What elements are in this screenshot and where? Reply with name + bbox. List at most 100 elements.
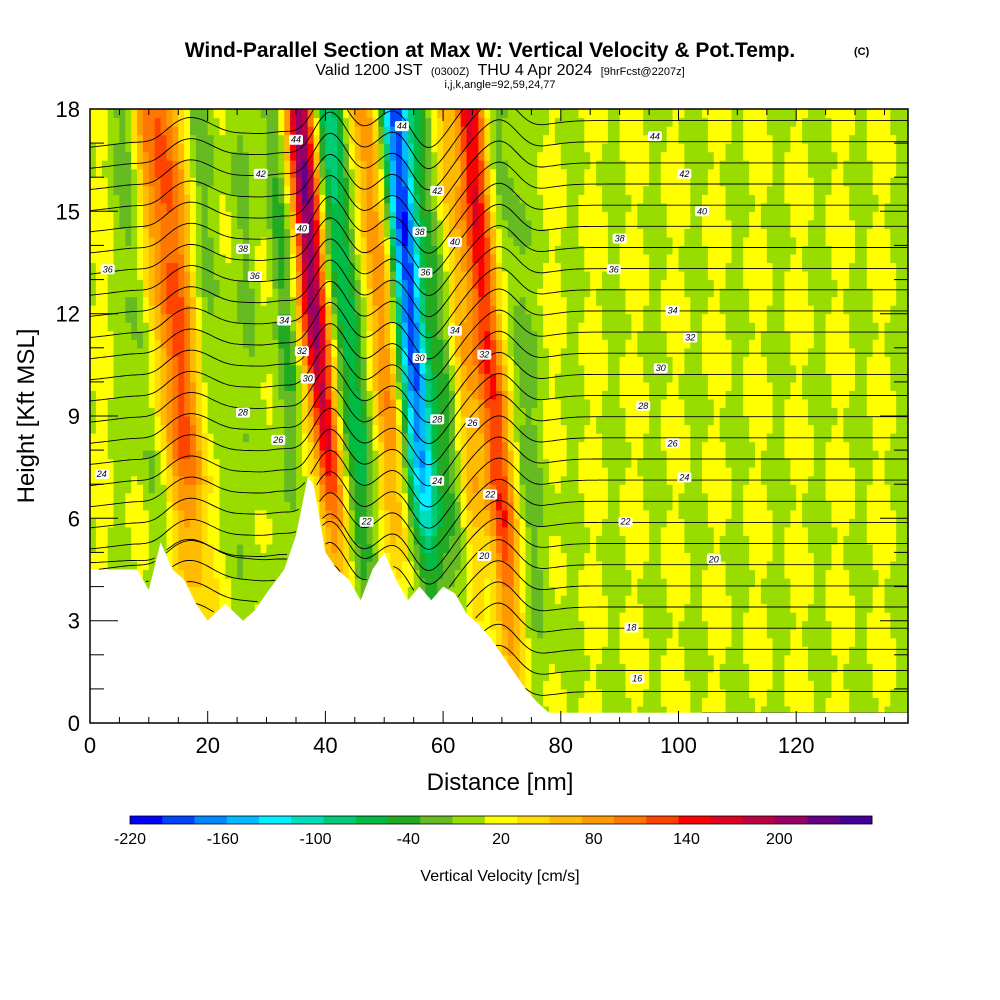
w-cell — [90, 484, 97, 494]
w-cell — [407, 407, 415, 417]
w-cell — [113, 313, 120, 323]
w-cell — [337, 117, 344, 127]
w-cell — [143, 185, 150, 195]
w-cell — [348, 313, 356, 323]
w-cell — [437, 569, 444, 579]
w-cell — [284, 407, 291, 417]
w-cell — [219, 398, 226, 408]
w-cell — [131, 177, 138, 187]
w-cell — [431, 543, 438, 553]
w-cell — [449, 168, 456, 178]
w-cell — [484, 612, 491, 622]
w-cell — [449, 433, 456, 443]
w-cell — [190, 373, 197, 383]
w-cell — [160, 475, 168, 485]
w-cell — [95, 398, 103, 408]
w-cell — [372, 271, 379, 281]
w-cell — [137, 509, 144, 519]
w-cell — [384, 484, 391, 494]
w-cell — [154, 424, 162, 434]
w-cell — [390, 279, 397, 289]
w-cell — [390, 458, 397, 468]
w-cell — [443, 467, 450, 477]
w-cell — [331, 143, 338, 153]
w-cell — [107, 390, 115, 400]
w-cell — [95, 236, 103, 246]
w-cell — [125, 518, 132, 528]
w-cell — [254, 441, 262, 451]
w-cell — [254, 373, 262, 383]
w-cell — [160, 262, 168, 272]
w-cell — [119, 373, 126, 383]
w-cell — [490, 612, 497, 622]
w-cell — [390, 501, 397, 511]
w-cell — [419, 441, 427, 451]
w-cell — [190, 484, 197, 494]
w-cell — [360, 492, 368, 502]
w-cell — [278, 271, 285, 281]
w-cell — [207, 398, 215, 408]
w-cell — [372, 185, 379, 195]
w-cell — [331, 117, 338, 127]
w-cell — [148, 373, 156, 383]
w-cell — [319, 185, 326, 195]
w-cell — [148, 416, 156, 426]
w-cell — [272, 322, 279, 332]
w-cell — [184, 339, 191, 349]
w-cell — [425, 288, 432, 298]
w-cell — [90, 390, 97, 400]
w-cell — [290, 450, 297, 460]
w-cell — [113, 441, 120, 451]
w-cell — [484, 194, 491, 204]
w-cell — [178, 151, 185, 161]
w-cell — [390, 543, 397, 553]
w-cell — [107, 279, 115, 289]
w-cell — [454, 228, 462, 238]
w-cell — [384, 254, 391, 264]
w-cell — [125, 407, 132, 417]
w-cell — [290, 160, 297, 170]
w-cell — [125, 160, 132, 170]
w-cell — [449, 390, 456, 400]
w-cell — [119, 288, 126, 298]
w-cell — [95, 143, 103, 153]
w-cell — [337, 202, 344, 212]
w-cell — [431, 126, 438, 136]
w-cell — [425, 262, 432, 272]
w-cell — [248, 126, 256, 136]
w-cell — [372, 109, 379, 119]
w-cell — [178, 484, 185, 494]
w-cell — [307, 433, 315, 443]
w-cell — [254, 578, 262, 588]
w-cell — [160, 168, 168, 178]
w-cell — [95, 117, 103, 127]
w-cell — [307, 117, 315, 127]
w-cell — [401, 543, 409, 553]
w-cell — [278, 390, 285, 400]
w-cell — [490, 168, 497, 178]
w-cell — [231, 603, 238, 613]
w-cell — [472, 552, 479, 562]
w-cell — [484, 126, 491, 136]
w-cell — [137, 168, 144, 178]
w-cell — [213, 595, 221, 605]
w-cell — [237, 288, 244, 298]
w-cell — [207, 168, 215, 178]
w-cell — [195, 509, 203, 519]
w-cell — [119, 492, 126, 502]
w-cell — [231, 279, 238, 289]
w-cell — [219, 143, 226, 153]
w-cell — [201, 322, 209, 332]
w-cell — [401, 364, 409, 374]
w-cell — [431, 305, 438, 315]
w-cell — [248, 288, 256, 298]
w-cell — [148, 356, 156, 366]
w-cell — [172, 390, 179, 400]
w-cell — [237, 492, 244, 502]
w-cell — [325, 202, 332, 212]
w-cell — [313, 143, 321, 153]
w-cell — [413, 381, 421, 391]
w-cell — [254, 313, 262, 323]
w-cell — [484, 228, 491, 238]
w-cell — [419, 160, 427, 170]
